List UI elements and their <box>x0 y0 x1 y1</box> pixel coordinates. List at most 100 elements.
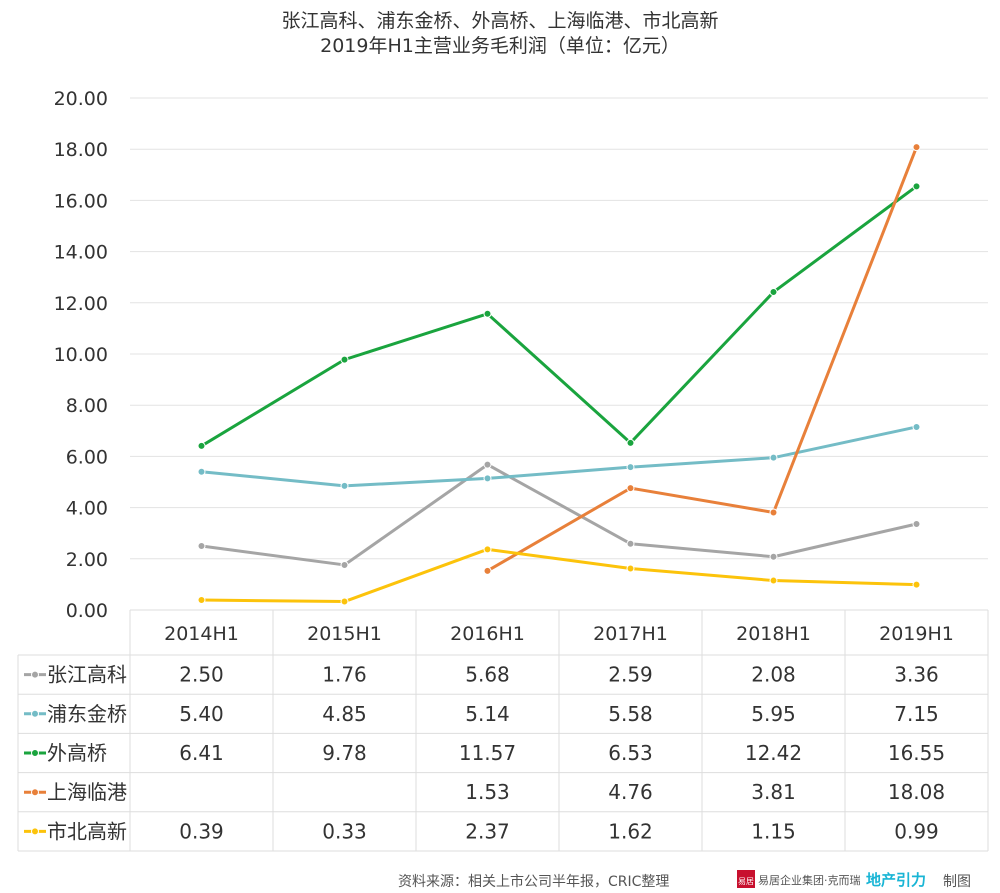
table-cell-value: 3.36 <box>894 663 939 687</box>
y-tick-label: 2.00 <box>66 549 108 571</box>
data-point <box>483 545 492 554</box>
y-tick-label: 10.00 <box>54 344 108 366</box>
data-point <box>483 460 492 469</box>
data-point <box>197 441 206 450</box>
table-cell-value: 2.59 <box>608 663 653 687</box>
series-line <box>201 547 917 604</box>
gridlines <box>130 97 988 611</box>
logo-icon <box>737 870 755 888</box>
data-point <box>912 519 921 528</box>
series-name: 外高桥 <box>47 741 107 765</box>
data-point <box>626 564 635 573</box>
data-point <box>483 566 492 575</box>
table-cell-value: 7.15 <box>894 702 939 726</box>
table-cell-value: 5.14 <box>465 702 510 726</box>
data-point <box>626 463 635 472</box>
data-point <box>912 143 921 152</box>
table-cell-value: 4.85 <box>322 702 367 726</box>
series-line <box>200 185 918 448</box>
series-name: 上海临港 <box>47 780 127 804</box>
data-point <box>626 539 635 548</box>
x-tick-label: 2017H1 <box>593 623 668 645</box>
y-axis-ticks: 0.00 2.00 4.00 6.00 8.00 10.00 12.00 14.00 16.00… <box>54 88 108 622</box>
series-name: 张江高科 <box>47 663 127 687</box>
y-tick-label: 14.00 <box>54 242 108 264</box>
data-point <box>626 438 635 447</box>
legend-swatch-marker <box>31 670 39 679</box>
logo-text: 易居企业集团·克而瑞 <box>758 873 861 887</box>
table-cell-value: 6.53 <box>608 741 653 765</box>
data-point <box>197 467 206 476</box>
legend-swatch-marker <box>31 788 39 797</box>
x-tick-label: 2015H1 <box>307 623 382 645</box>
data-point <box>769 453 778 462</box>
logo-mark: 易居 <box>738 877 754 886</box>
data-point <box>340 481 349 490</box>
table-cell-value: 18.08 <box>888 780 945 804</box>
table-cell-value: 1.53 <box>465 780 510 804</box>
table-cell-value: 2.37 <box>465 819 510 843</box>
x-tick-label: 2014H1 <box>164 623 239 645</box>
table-cell-value: 5.95 <box>751 702 796 726</box>
footer: 资料来源：相关上市公司半年报，CRIC整理 易居 易居企业集团·克而瑞 地产引力… <box>398 870 971 890</box>
data-point <box>769 508 778 517</box>
table-cell-value: 3.81 <box>751 780 796 804</box>
legend-swatch-marker <box>31 749 39 757</box>
chart-subtitle: 2019年H1主营业务毛利润（单位：亿元） <box>320 35 680 57</box>
data-point <box>340 597 349 606</box>
x-tick-label: 2019H1 <box>879 623 954 645</box>
table-cell-value: 0.99 <box>894 819 939 843</box>
made-by: 制图 <box>943 874 971 890</box>
table-cell-value: 6.41 <box>179 741 224 765</box>
x-tick-label: 2016H1 <box>450 623 525 645</box>
table-cell-value: 0.33 <box>322 819 367 843</box>
table-cell-value: 4.76 <box>608 780 653 804</box>
legend-swatch-marker <box>31 709 39 718</box>
table-cell-value: 1.76 <box>322 663 367 687</box>
table-cell-value: 0.39 <box>179 819 224 843</box>
series-name: 市北高新 <box>47 819 127 843</box>
table-cell-value: 5.58 <box>608 702 653 726</box>
series-lines <box>197 143 921 606</box>
data-table: 2014H1 2015H1 2016H1 2017H1 2018H1 2019H1 张江高科… <box>17 609 989 852</box>
chart-title: 张江高科、浦东金桥、外高桥、上海临港、市北高新 <box>281 10 718 32</box>
data-point <box>912 422 921 431</box>
data-point <box>626 484 635 493</box>
brand-logo: 地产引力 <box>866 871 926 889</box>
data-point <box>769 288 778 297</box>
table-cell-value: 1.15 <box>751 819 796 843</box>
y-tick-label: 4.00 <box>66 498 108 520</box>
table-cell-value: 2.50 <box>179 663 224 687</box>
x-tick-label: 2018H1 <box>736 623 811 645</box>
series-name: 浦东金桥 <box>47 702 127 726</box>
data-point <box>483 474 492 483</box>
table-cell-value: 11.57 <box>459 741 516 765</box>
y-tick-label: 6.00 <box>66 446 108 468</box>
data-point <box>340 560 349 569</box>
table-cell-value: 12.42 <box>745 741 802 765</box>
data-point <box>912 182 921 191</box>
series-line <box>201 463 917 567</box>
data-point <box>197 542 206 550</box>
table-cell-value: 1.62 <box>608 819 653 843</box>
data-point <box>769 576 778 585</box>
data-point <box>340 355 349 364</box>
table-cell-value: 5.40 <box>179 702 224 726</box>
data-point <box>197 596 206 605</box>
y-tick-label: 12.00 <box>54 293 108 315</box>
y-tick-label: 0.00 <box>66 600 108 622</box>
y-tick-label: 18.00 <box>54 139 108 161</box>
data-point <box>483 309 492 318</box>
legend-swatch-marker <box>31 827 39 836</box>
source-note: 资料来源：相关上市公司半年报，CRIC整理 <box>398 873 669 890</box>
y-tick-label: 20.00 <box>54 88 108 110</box>
table-cell-value: 5.68 <box>465 663 510 687</box>
table-cell-value: 9.78 <box>322 741 367 765</box>
y-tick-label: 8.00 <box>66 395 108 417</box>
series-line <box>486 146 918 573</box>
data-point <box>769 552 778 561</box>
y-tick-label: 16.00 <box>54 190 108 212</box>
data-point <box>912 580 921 589</box>
table-cell-value: 2.08 <box>751 663 796 687</box>
